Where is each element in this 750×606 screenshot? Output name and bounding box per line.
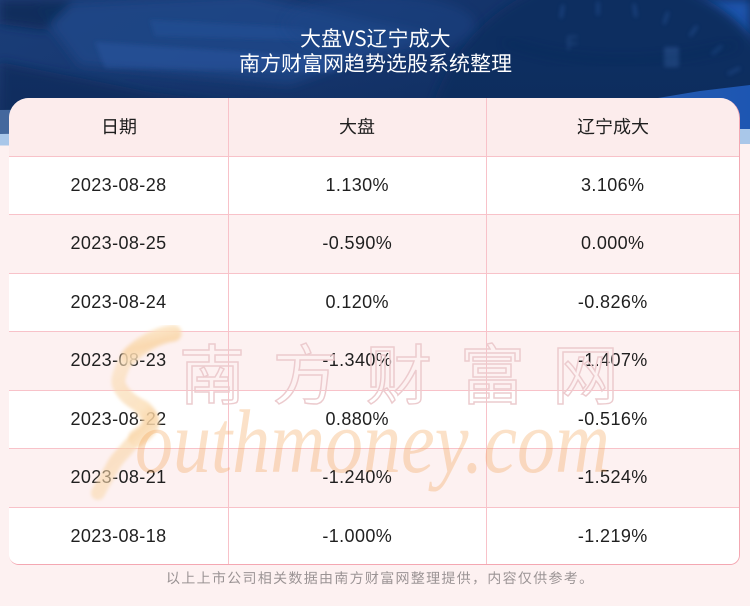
svg-text:F: F: [566, 33, 578, 55]
